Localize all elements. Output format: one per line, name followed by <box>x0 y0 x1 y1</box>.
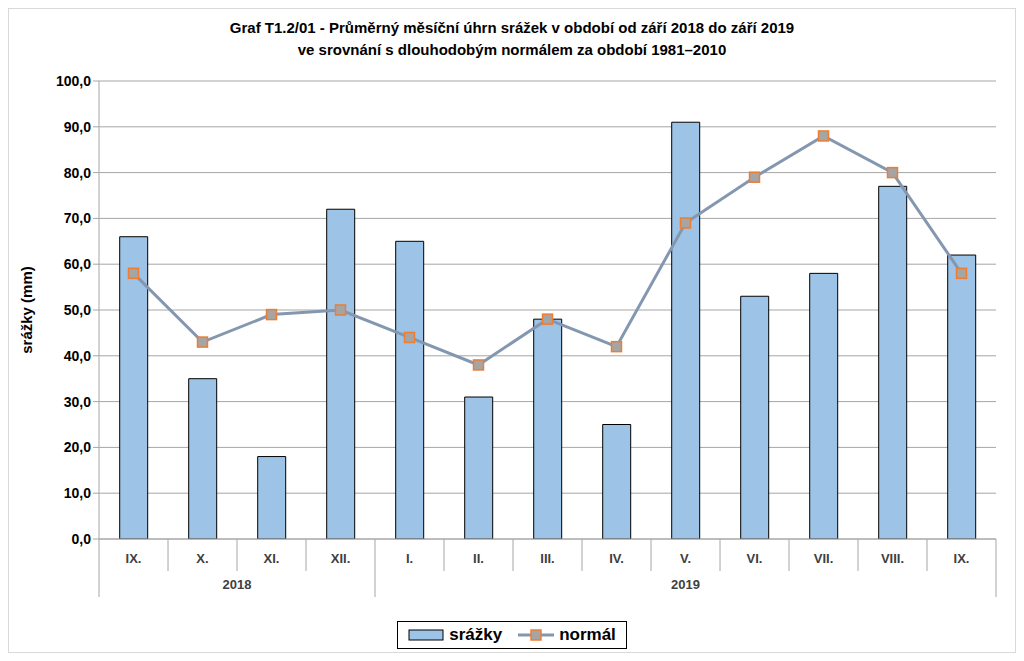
svg-text:V.: V. <box>680 551 691 566</box>
svg-text:VI.: VI. <box>747 551 763 566</box>
svg-text:VII.: VII. <box>814 551 834 566</box>
svg-text:30,0: 30,0 <box>64 394 91 410</box>
svg-text:X.: X. <box>196 551 208 566</box>
svg-text:I.: I. <box>406 551 413 566</box>
svg-text:IX.: IX. <box>954 551 970 566</box>
svg-text:IX.: IX. <box>126 551 142 566</box>
svg-text:60,0: 60,0 <box>64 256 91 272</box>
svg-text:50,0: 50,0 <box>64 302 91 318</box>
svg-text:90,0: 90,0 <box>64 119 91 135</box>
svg-text:40,0: 40,0 <box>64 348 91 364</box>
svg-text:70,0: 70,0 <box>64 210 91 226</box>
html-text:Graf T1.2/01 - Průměrný měsíčn: Graf T1.2/01 - Průměrný měsíční úhrn srá… <box>229 19 795 36</box>
svg-text:XI.: XI. <box>264 551 280 566</box>
svg-text:XII.: XII. <box>331 551 351 566</box>
svg-text:2019: 2019 <box>671 577 700 592</box>
svg-text:10,0: 10,0 <box>64 485 91 501</box>
svg-text:100,0: 100,0 <box>56 73 91 89</box>
svg-text:srážky (mm): srážky (mm) <box>18 266 35 354</box>
svg-text:III.: III. <box>540 551 554 566</box>
svg-text:II.: II. <box>473 551 484 566</box>
html-text:normál: normál <box>559 625 616 644</box>
html-text:ve srovnání s dlouhodobým norm: ve srovnání s dlouhodobým normálem za ob… <box>297 41 727 58</box>
html-text:srážky: srážky <box>449 625 503 644</box>
svg-text:2018: 2018 <box>223 577 252 592</box>
svg-text:0,0: 0,0 <box>72 531 92 547</box>
svg-text:VIII.: VIII. <box>881 551 904 566</box>
svg-text:20,0: 20,0 <box>64 439 91 455</box>
svg-text:IV.: IV. <box>609 551 624 566</box>
svg-text:80,0: 80,0 <box>64 165 91 181</box>
